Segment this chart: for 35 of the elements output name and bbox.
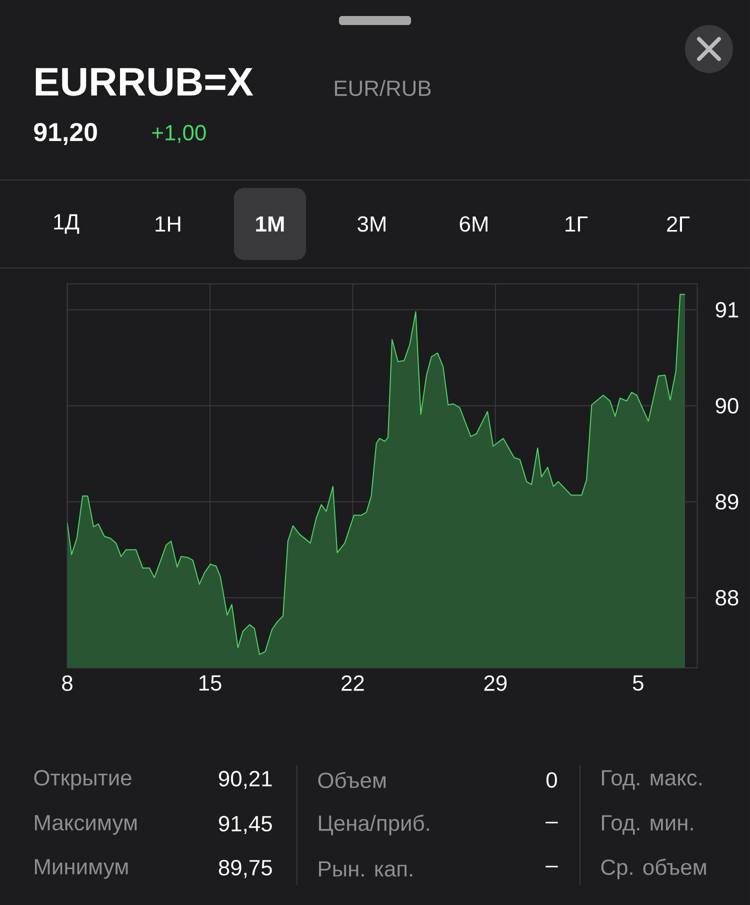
chart-title: EURRUB=X: [36, 68, 254, 96]
text: Максимум: [34, 815, 137, 835]
text: 1Д: [54, 214, 80, 234]
x-tick-label: 8: [62, 675, 72, 691]
text: Рын. кап.: [318, 861, 412, 877]
text: 3М: [358, 216, 386, 232]
y-tick-label: 88: [716, 590, 738, 606]
text: +1,00: [152, 124, 206, 144]
text: Минимум: [34, 859, 128, 879]
text: 1Г: [566, 216, 588, 232]
text: –: [546, 866, 558, 868]
text: 6М: [460, 216, 488, 232]
x-tick-label: 5: [632, 675, 644, 691]
y-tick-label: 89: [716, 494, 738, 510]
text: Цена/приб.: [318, 814, 429, 836]
text: Объем: [318, 772, 386, 788]
text: 90,21: [218, 770, 272, 790]
x-tick-label: 15: [199, 675, 222, 691]
y-tick-label: 91: [716, 302, 738, 318]
text: 0: [546, 772, 557, 788]
x-tick-label: 29: [484, 675, 507, 691]
text: 91,45: [218, 816, 272, 834]
text: Год. мин.: [602, 815, 693, 835]
text: 91,20: [34, 122, 97, 146]
text: 89,75: [218, 860, 272, 878]
text: Ср. объем: [601, 858, 706, 880]
text: Открытие: [34, 770, 132, 790]
text: –: [546, 822, 558, 824]
text: 1Н: [156, 216, 180, 232]
text: 2Г: [667, 216, 690, 232]
text: 1М: [256, 216, 284, 232]
x-tick-label: 22: [342, 675, 364, 691]
text: Год. макс.: [602, 770, 702, 790]
y-tick-label: 90: [716, 398, 738, 414]
chart-subtitle: EUR/RUB: [334, 80, 431, 96]
